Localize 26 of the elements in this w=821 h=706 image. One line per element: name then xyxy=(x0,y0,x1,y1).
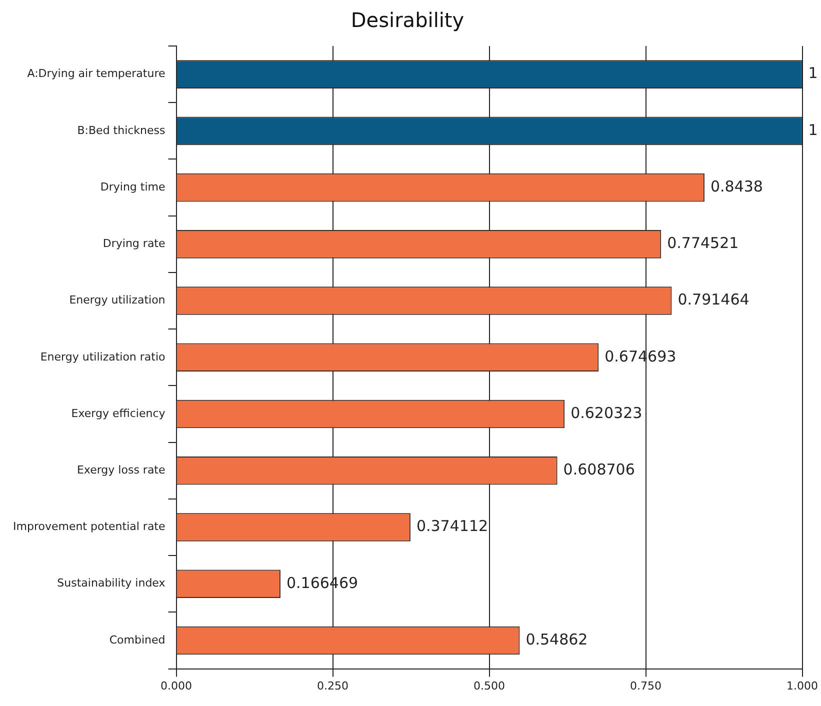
chart-title: Desirability xyxy=(350,8,464,32)
data-label: 1 xyxy=(808,120,818,139)
x-tick-label: 0.250 xyxy=(317,679,349,692)
x-tick-label: 0.500 xyxy=(474,679,506,692)
x-tick-label: 0.750 xyxy=(630,679,662,692)
y-tick-label: A:Drying air temperature xyxy=(27,67,166,80)
y-tick-label: Combined xyxy=(109,633,166,646)
y-tick-label: Energy utilization xyxy=(69,294,166,307)
data-label: 1 xyxy=(808,64,818,82)
data-label: 0.8438 xyxy=(710,177,763,196)
y-tick-label: Improvement potential rate xyxy=(13,520,166,534)
y-tick-label: B:Bed thickness xyxy=(77,124,166,137)
y-tick-label: Drying time xyxy=(100,180,166,194)
y-tick-label: Exergy efficiency xyxy=(71,406,166,420)
y-tick-label: Sustainability index xyxy=(57,576,166,590)
data-label: 0.791464 xyxy=(678,290,750,309)
y-tick-label: Energy utilization ratio xyxy=(40,350,166,364)
data-label: 0.608706 xyxy=(563,460,635,479)
data-label: 0.374112 xyxy=(416,517,488,536)
x-tick-label: 0.000 xyxy=(160,679,192,692)
data-label: 0.54862 xyxy=(526,630,588,648)
y-tick-label: Drying rate xyxy=(102,237,166,250)
data-label: 0.620323 xyxy=(570,404,642,422)
x-tick-label: 1.000 xyxy=(786,679,818,692)
data-label: 0.774521 xyxy=(667,234,739,252)
y-tick-label: Exergy loss rate xyxy=(76,463,166,476)
